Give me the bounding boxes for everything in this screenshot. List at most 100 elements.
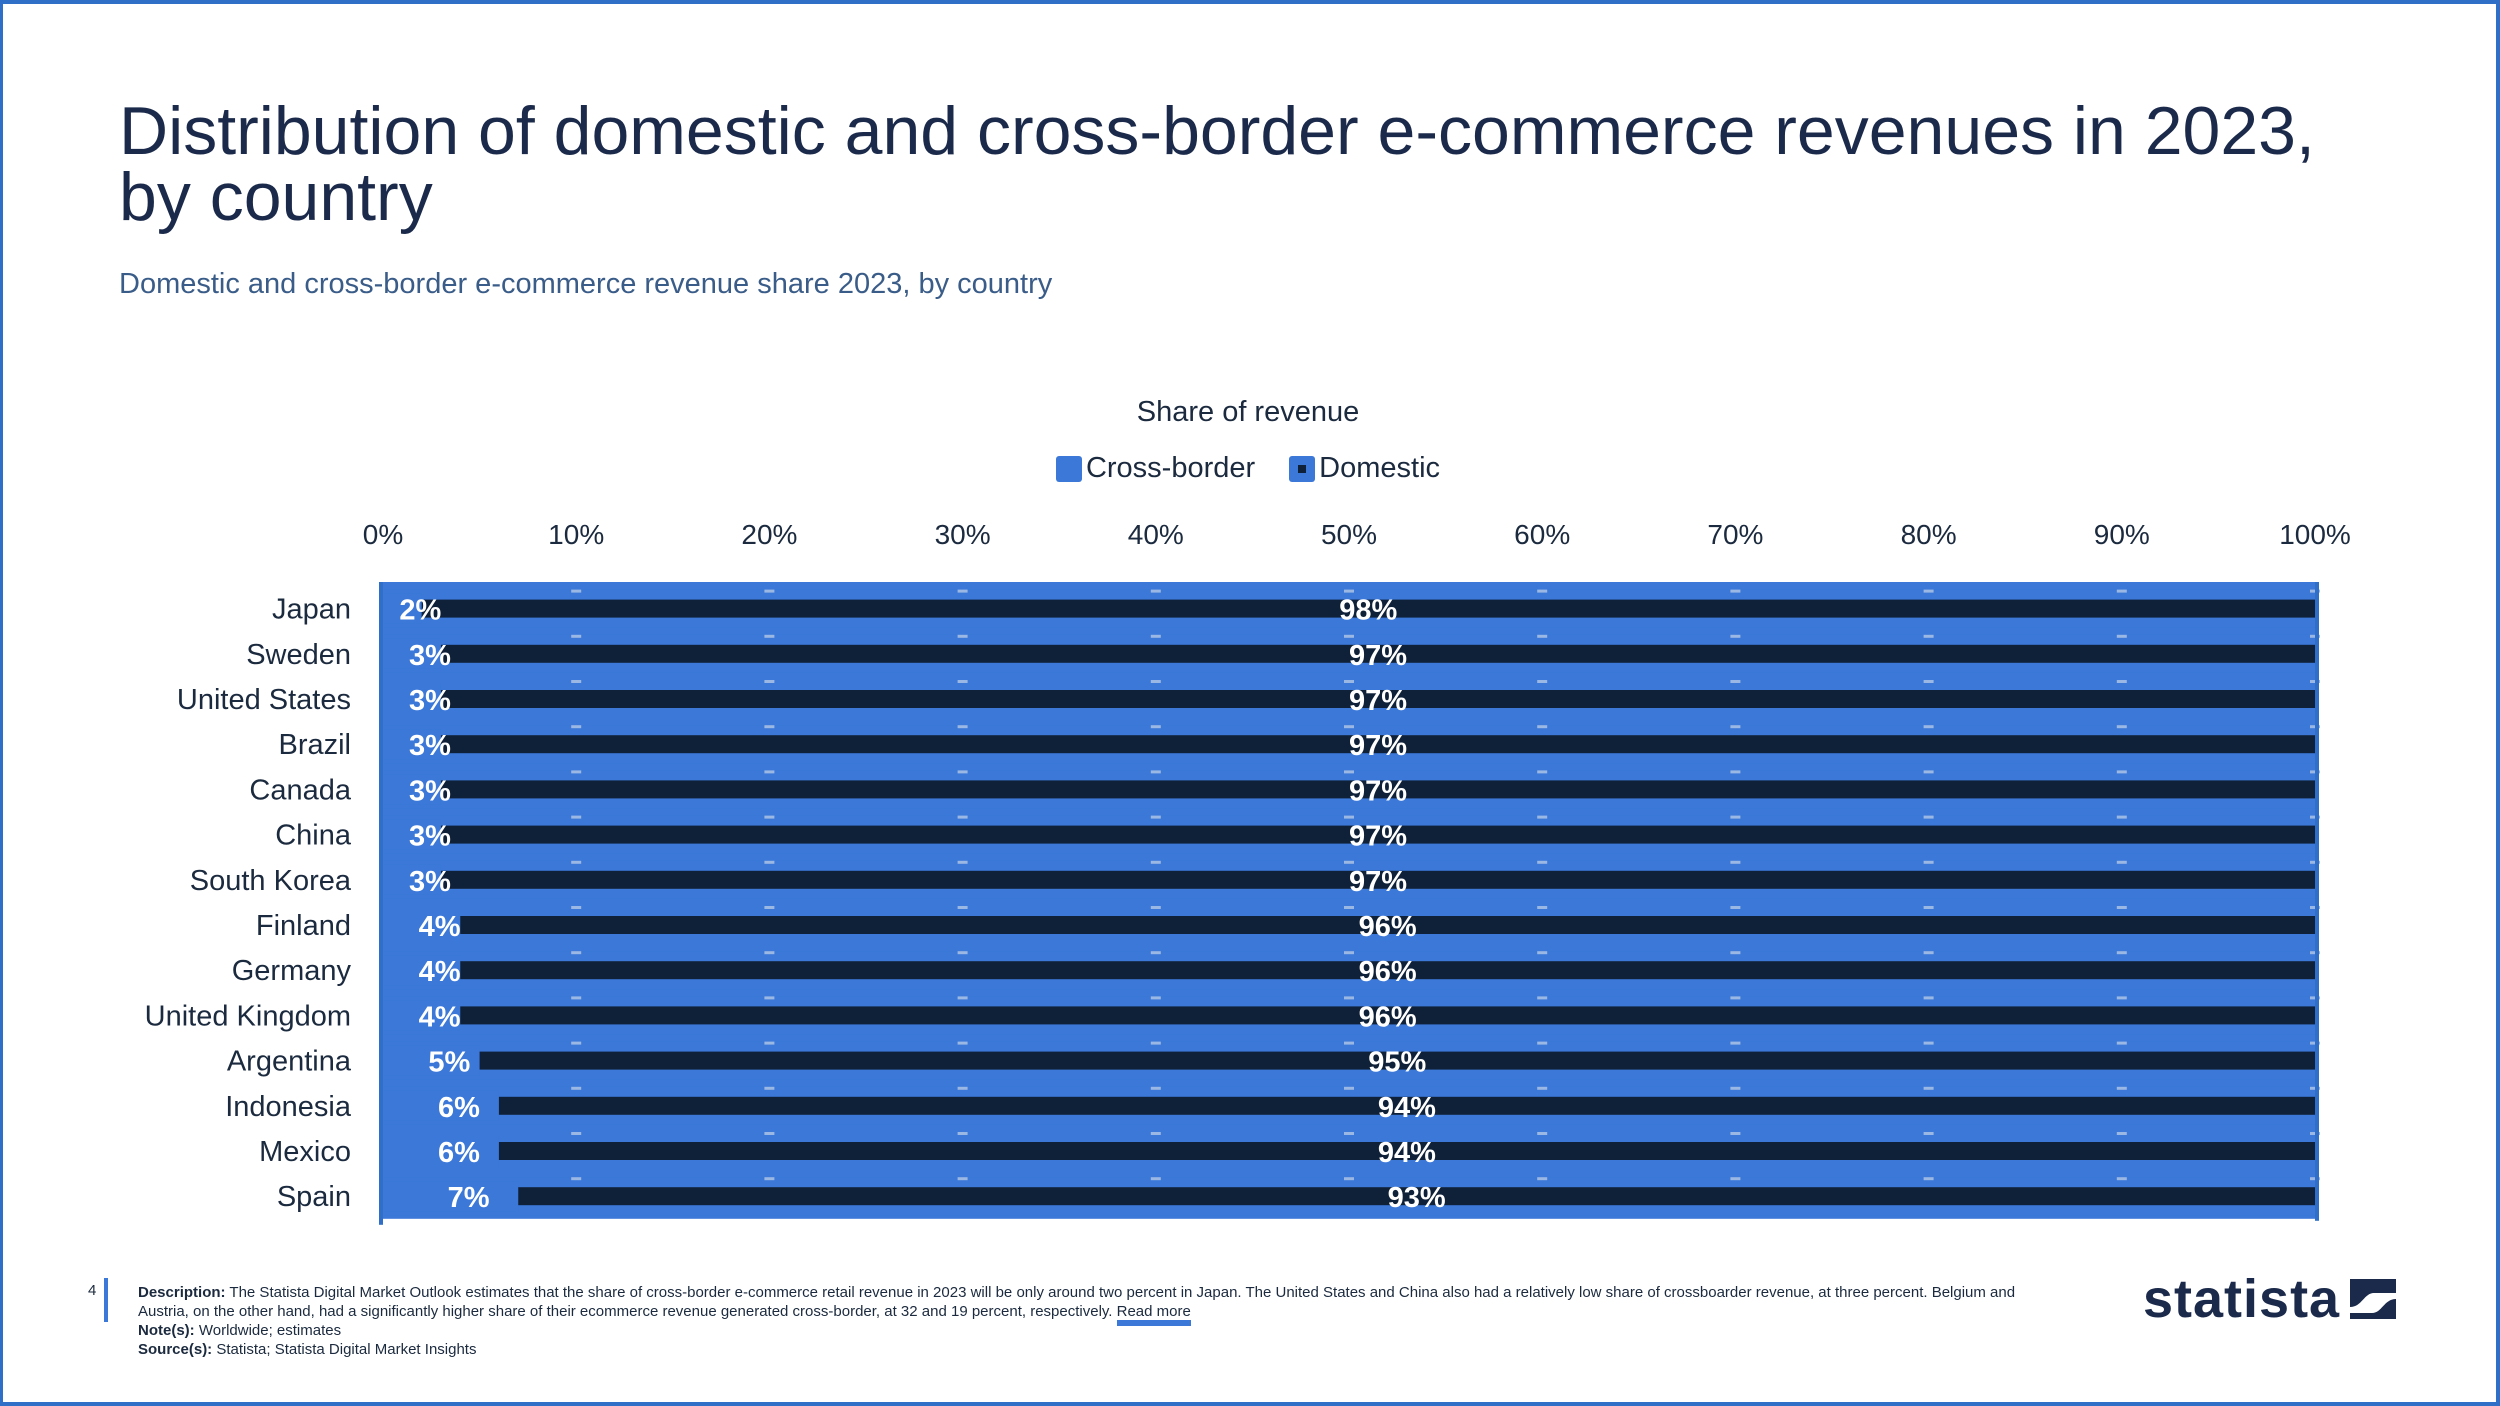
gridline-tick: [1344, 1132, 1354, 1135]
gridline-tick: [1537, 860, 1548, 864]
bar-domestic: [440, 780, 2316, 799]
gridline-tick: [1150, 1041, 1161, 1045]
data-label-domestic: 96%: [1359, 956, 1417, 988]
x-tick-label: 80%: [1901, 519, 1957, 550]
gridline-tick: [571, 770, 582, 774]
x-tick-label: 70%: [1707, 519, 1763, 550]
data-label-domestic: 94%: [1378, 1092, 1436, 1124]
gridline-tick: [764, 1041, 775, 1045]
gridline-tick: [1344, 1041, 1354, 1045]
legend-label-cross-border: Cross-border: [1085, 452, 1256, 484]
bar-domestic: [440, 825, 2316, 844]
gridline-tick: [1344, 725, 1354, 729]
data-label-domestic: 97%: [1349, 866, 1407, 898]
gridline-tick: [1344, 996, 1354, 1000]
legend[interactable]: Cross-border Domestic: [1000, 452, 1496, 485]
gridline-tick: [1344, 770, 1354, 774]
x-tick-label: 90%: [2094, 519, 2150, 550]
gridline-tick: [1923, 951, 1934, 955]
gridline-tick: [1344, 1177, 1354, 1181]
read-more-link[interactable]: Read more: [1116, 1303, 1191, 1326]
y-category-label: United States: [177, 684, 351, 716]
gridline-tick: [1150, 589, 1161, 593]
legend-item-domestic[interactable]: Domestic: [1289, 452, 1440, 485]
legend-item-cross-border[interactable]: Cross-border: [1055, 452, 1256, 485]
bar-cross-border: [383, 593, 422, 624]
statista-logo[interactable]: statista: [2143, 1268, 2397, 1330]
y-category-label: United Kingdom: [145, 1000, 351, 1032]
bar-domestic: [440, 870, 2316, 889]
gridline-tick: [1923, 1132, 1934, 1135]
data-label-domestic: 97%: [1349, 685, 1407, 717]
gridline-tick: [1537, 1041, 1548, 1045]
gridline-tick: [2116, 725, 2127, 729]
x-tick-label: 20%: [741, 519, 797, 550]
gridline-tick: [1344, 815, 1354, 819]
y-category-label: Sweden: [246, 639, 351, 671]
statista-logo-icon: [2350, 1279, 2397, 1319]
gridline-tick: [2116, 906, 2127, 909]
y-category-label: Finland: [256, 910, 351, 942]
bar-cross-border: [383, 1090, 499, 1121]
gridline-tick: [764, 634, 775, 638]
gridline-tick: [1150, 770, 1161, 774]
gridline-tick: [1537, 770, 1548, 774]
gridline-tick: [1537, 906, 1548, 909]
gridline-tick: [1730, 589, 1741, 593]
data-label-cross-border: 6%: [438, 1137, 480, 1169]
gridline-tick: [571, 860, 582, 864]
gridline-tick: [571, 1132, 582, 1135]
gridline-tick: [1923, 1177, 1934, 1181]
gridline-tick: [1150, 680, 1161, 683]
chart-subtitle: Domestic and cross-border e-commerce rev…: [119, 268, 1053, 300]
data-label-domestic: 93%: [1388, 1182, 1446, 1214]
gridline-tick: [2116, 951, 2127, 955]
gridline-tick: [2116, 1177, 2127, 1181]
gridline-tick: [1537, 725, 1548, 729]
legend-label-domestic: Domestic: [1319, 452, 1441, 484]
gridline-tick: [957, 996, 968, 1000]
bar-cross-border: [383, 1181, 519, 1212]
gridline-tick: [957, 680, 968, 683]
y-category-label: Spain: [277, 1181, 351, 1213]
gridline-tick: [1730, 680, 1741, 683]
gridline-tick: [957, 1132, 968, 1135]
bar-cross-border: [383, 774, 441, 805]
gridline-tick: [1344, 1086, 1354, 1090]
data-label-domestic: 96%: [1359, 1001, 1417, 1033]
data-label-cross-border: 4%: [419, 911, 461, 943]
gridline-tick: [2116, 1041, 2127, 1045]
footer-note: Note(s): Worldwide; estimates: [138, 1321, 2038, 1340]
gridline-tick: [1730, 725, 1741, 729]
gridline-tick: [1730, 1177, 1741, 1181]
gridline-tick: [1150, 1177, 1161, 1181]
bar-cross-border: [383, 1000, 461, 1031]
gridline-tick: [957, 1041, 968, 1045]
y-category-label: Indonesia: [225, 1091, 352, 1123]
gridline-tick: [764, 906, 775, 909]
bar-cross-border: [383, 1045, 480, 1076]
note-text: Worldwide; estimates: [198, 1322, 342, 1339]
gridline-tick: [764, 815, 775, 819]
legend-swatch-domestic: [1289, 455, 1316, 482]
gridline-tick: [1923, 770, 1934, 774]
x-tick-label: 0%: [363, 519, 403, 550]
bar-chart: 0% 10% 20% 30% 40% 50% 60% 70% 80% 90% 100% Japan 2%…: [145, 519, 2351, 1225]
gridline-tick: [1344, 860, 1354, 864]
data-label-cross-border: 5%: [428, 1047, 470, 1079]
bar-domestic: [440, 735, 2316, 754]
gridline-tick: [1344, 906, 1354, 909]
gridline-tick: [1923, 860, 1934, 864]
y-axis-line: [379, 582, 383, 1225]
data-label-cross-border: 3%: [409, 640, 451, 672]
gridline-tick: [571, 906, 582, 909]
data-label-domestic: 94%: [1378, 1137, 1436, 1169]
y-category-label: Argentina: [227, 1046, 352, 1078]
gridline-tick: [764, 680, 775, 683]
y-category-label: China: [275, 820, 352, 852]
gridline-tick: [571, 589, 582, 593]
gridline-tick: [571, 951, 582, 955]
bar-cross-border: [383, 955, 461, 986]
data-label-domestic: 97%: [1349, 640, 1407, 672]
gridline-tick: [1537, 680, 1548, 683]
